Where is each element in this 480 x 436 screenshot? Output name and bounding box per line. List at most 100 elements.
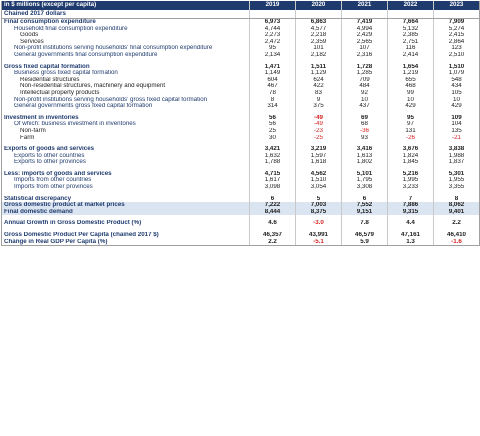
value-cell: 1,219 <box>387 70 434 77</box>
value-cell: 4,715 <box>249 170 296 178</box>
row-label: Imports from other countries <box>1 177 250 185</box>
value-cell: 2,182 <box>295 51 342 59</box>
value-cell: 604 <box>249 76 296 84</box>
value-cell: 2,273 <box>249 32 296 39</box>
value-cell: 3,219 <box>295 146 342 153</box>
value-cell: 1,837 <box>433 159 480 166</box>
value-cell: 548 <box>433 76 480 84</box>
row-label: Annual Growth in Gross Domestic Product … <box>1 220 250 228</box>
value-cell: 1,511 <box>295 63 342 71</box>
row-label: Intellectual property products <box>1 89 250 97</box>
value-cell: -49 <box>295 121 342 128</box>
value-cell: -49 <box>295 114 342 122</box>
row-label: Farm <box>1 134 250 142</box>
value-cell: 484 <box>341 83 388 90</box>
value-cell: 709 <box>341 76 388 84</box>
table-row: Non-profit institutions serving househol… <box>1 96 480 104</box>
value-cell: 2,134 <box>249 51 296 59</box>
row-label: Residential structures <box>1 76 250 84</box>
value-cell: -25 <box>295 134 342 142</box>
value-cell: 7,222 <box>249 202 296 209</box>
value-cell: 56 <box>249 114 296 122</box>
value-cell: 78 <box>249 89 296 97</box>
value-cell: 1,824 <box>387 152 434 160</box>
table-row: Gross fixed capital formation 1,471 1,511 1… <box>1 63 480 71</box>
value-cell: 7.8 <box>341 220 388 228</box>
value-cell: 2,751 <box>387 38 434 46</box>
value-cell: 135 <box>433 127 480 135</box>
table-row: Non-farm 25 -23 -36 131 135 <box>1 127 480 135</box>
value-cell: 422 <box>295 83 342 90</box>
value-cell: 116 <box>387 45 434 52</box>
row-label: Goods <box>1 32 250 39</box>
value-cell: 1,845 <box>387 159 434 166</box>
table-row: Farm 30 -25 93 -26 -21 <box>1 134 480 142</box>
value-cell: 5,132 <box>387 25 434 33</box>
value-cell: 93 <box>341 134 388 142</box>
value-cell: 3,098 <box>249 184 296 191</box>
value-cell: 7,664 <box>387 18 434 26</box>
value-cell: 5,301 <box>433 170 480 178</box>
value-cell: 3,355 <box>433 184 480 191</box>
value-cell: 99 <box>387 89 434 97</box>
value-cell: 429 <box>387 103 434 110</box>
table-row: Investment in inventories 56 -49 69 95 109 <box>1 114 480 122</box>
value-cell: 10 <box>387 96 434 104</box>
value-cell: 5,101 <box>341 170 388 178</box>
value-cell: 1,788 <box>249 159 296 166</box>
value-cell: 46,357 <box>249 232 296 239</box>
value-cell: 429 <box>433 103 480 110</box>
table-row: General governments final consumption ex… <box>1 51 480 59</box>
row-label: Exports of goods and services <box>1 146 250 153</box>
table-row: Goods 2,273 2,218 2,429 2,385 2,415 <box>1 32 480 39</box>
value-cell: 5 <box>295 195 342 203</box>
row-label: Gross domestic product at market prices <box>1 202 250 209</box>
value-cell: 2.2 <box>249 238 296 247</box>
header-row: in $ millions (except per capita) 2019 2… <box>1 1 480 10</box>
value-cell: 95 <box>249 45 296 52</box>
value-cell: 30 <box>249 134 296 142</box>
value-cell: 6,863 <box>295 18 342 26</box>
value-cell: 375 <box>295 103 342 110</box>
row-label: Change in Real GDP Per Capita (%) <box>1 238 250 247</box>
table-row: Household final consumption expenditure 4… <box>1 25 480 33</box>
value-cell: -36 <box>341 127 388 135</box>
value-cell: 2,414 <box>387 51 434 59</box>
value-cell: 131 <box>387 127 434 135</box>
value-cell: 7,886 <box>387 202 434 209</box>
subheader-row: Chained 2017 dollars <box>1 10 480 19</box>
value-cell: 43,991 <box>295 232 342 239</box>
value-cell: 1,510 <box>433 63 480 71</box>
value-cell: 437 <box>341 103 388 110</box>
value-cell: 3,421 <box>249 146 296 153</box>
value-cell: 624 <box>295 76 342 84</box>
value-cell: -1.6 <box>433 238 480 247</box>
value-cell: 2,218 <box>295 32 342 39</box>
value-cell: 2,316 <box>341 51 388 59</box>
row-label: Statistical discrepancy <box>1 195 250 203</box>
value-cell: 468 <box>387 83 434 90</box>
row-label: Investment in inventories <box>1 114 250 122</box>
spacer-row <box>1 190 480 196</box>
table-row: Change in Real GDP Per Capita (%) 2.2 -5.1… <box>1 238 480 247</box>
value-cell: 9,401 <box>433 208 480 216</box>
value-cell: 7,909 <box>433 18 480 26</box>
value-cell: 10 <box>433 96 480 104</box>
value-cell: 1,654 <box>387 63 434 71</box>
value-cell: 1,285 <box>341 70 388 77</box>
row-label: Less: imports of goods and services <box>1 170 250 178</box>
value-cell: 9 <box>295 96 342 104</box>
table-row: Intellectual property products 78 83 92 99 10… <box>1 89 480 97</box>
value-cell: -5.1 <box>295 238 342 247</box>
value-cell: 1,079 <box>433 70 480 77</box>
value-cell: 46,579 <box>341 232 388 239</box>
year-header: 2023 <box>433 1 480 10</box>
value-cell: 6 <box>341 195 388 203</box>
value-cell: 9,151 <box>341 208 388 216</box>
table-row: Annual Growth in Gross Domestic Product … <box>1 220 480 228</box>
value-cell: 9,315 <box>387 208 434 216</box>
value-cell: 8 <box>433 195 480 203</box>
value-cell: 123 <box>433 45 480 52</box>
row-label: Gross Domestic Product Per Capita (chain… <box>1 232 250 239</box>
row-label: General governments gross fixed capital … <box>1 103 250 110</box>
